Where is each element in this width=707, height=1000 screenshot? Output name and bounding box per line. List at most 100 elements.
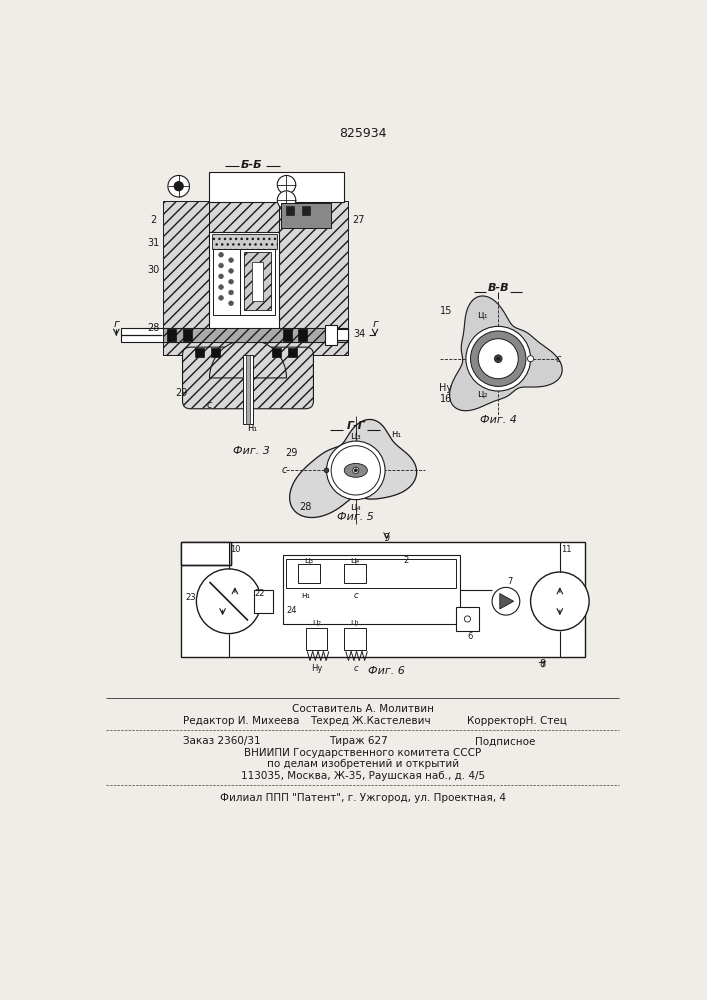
Text: ВНИИПИ Государственного комитета СССР: ВНИИПИ Государственного комитета СССР (244, 748, 481, 758)
Circle shape (492, 587, 520, 615)
Text: 9: 9 (383, 533, 390, 543)
Circle shape (327, 441, 385, 500)
Circle shape (218, 296, 223, 300)
Wedge shape (209, 339, 286, 378)
Text: Б-Б: Б-Б (241, 160, 263, 170)
Text: Тираж 627: Тираж 627 (329, 736, 387, 746)
Text: с: с (281, 465, 287, 475)
Text: 28: 28 (147, 323, 160, 333)
Bar (344, 564, 366, 583)
Bar (302, 206, 310, 215)
Ellipse shape (344, 463, 368, 477)
Text: по делам изобретений и открытий: по делам изобретений и открытий (267, 759, 459, 769)
Circle shape (471, 331, 526, 386)
Circle shape (353, 467, 359, 473)
Bar (167, 329, 176, 341)
Circle shape (197, 569, 261, 634)
Text: Фиг. 6: Фиг. 6 (368, 666, 405, 676)
Text: ц₃: ц₃ (304, 556, 313, 565)
Text: с: с (354, 664, 358, 673)
Circle shape (277, 191, 296, 209)
Text: Фиг. 3: Фиг. 3 (233, 446, 270, 456)
Bar (181, 542, 585, 657)
Bar (344, 628, 366, 650)
Circle shape (494, 355, 502, 363)
Bar (243, 355, 252, 424)
Text: Техред Ж.Кастелевич: Техред Ж.Кастелевич (310, 716, 431, 726)
Bar (163, 328, 348, 342)
Text: В-В: В-В (487, 283, 509, 293)
Text: 23: 23 (185, 593, 196, 602)
FancyBboxPatch shape (182, 347, 313, 409)
Circle shape (354, 469, 357, 472)
Text: Ну: Ну (439, 383, 452, 393)
Text: с: с (207, 400, 212, 410)
Bar (212, 234, 277, 249)
Circle shape (168, 175, 189, 197)
Text: 113035, Москва, Ж-35, Раушская наб., д. 4/5: 113035, Москва, Ж-35, Раушская наб., д. … (240, 771, 485, 781)
Circle shape (277, 175, 296, 194)
Text: ц₁: ц₁ (351, 618, 360, 627)
Text: 29: 29 (175, 388, 187, 398)
Circle shape (218, 252, 223, 257)
Text: 34: 34 (354, 329, 366, 339)
Text: г: г (113, 319, 119, 329)
Bar (195, 348, 204, 357)
Text: Редактор И. Михеева: Редактор И. Михеева (182, 716, 299, 726)
Text: 15: 15 (440, 306, 452, 316)
Text: 29: 29 (286, 448, 298, 458)
Text: н₁: н₁ (247, 423, 257, 433)
Bar (209, 201, 279, 232)
Bar (283, 329, 292, 341)
Bar (209, 172, 344, 202)
Bar (288, 348, 297, 357)
Bar (325, 325, 337, 345)
Text: ц₂: ц₂ (312, 618, 321, 627)
Circle shape (331, 446, 380, 495)
Text: 24: 24 (286, 606, 297, 615)
Polygon shape (290, 419, 416, 518)
Text: ц₄: ц₄ (351, 556, 360, 565)
Text: 31: 31 (147, 238, 159, 248)
Text: Г-Г: Г-Г (346, 421, 366, 431)
Bar (182, 329, 192, 341)
Text: г: г (372, 319, 378, 329)
Polygon shape (450, 296, 562, 411)
Circle shape (478, 339, 518, 379)
Bar (240, 249, 275, 315)
Text: 30: 30 (147, 265, 159, 275)
Circle shape (466, 326, 530, 391)
Text: 22: 22 (255, 589, 265, 598)
Bar (456, 607, 479, 631)
Text: 7: 7 (507, 578, 513, 586)
Text: н₁: н₁ (301, 591, 310, 600)
Text: 8: 8 (540, 659, 546, 669)
Text: Заказ 2360/31: Заказ 2360/31 (182, 736, 260, 746)
Text: Филиал ППП "Патент", г. Ужгород, ул. Проектная, 4: Филиал ППП "Патент", г. Ужгород, ул. Про… (220, 793, 506, 803)
Text: 2: 2 (403, 556, 409, 565)
Bar (211, 348, 221, 357)
Text: 28: 28 (300, 502, 312, 512)
Text: КорректорН. Стец: КорректорН. Стец (467, 716, 567, 726)
Text: 27: 27 (352, 215, 364, 225)
Circle shape (464, 616, 471, 622)
Bar (286, 559, 456, 588)
Bar (298, 329, 308, 341)
Text: Фиг. 4: Фиг. 4 (480, 415, 517, 425)
Bar (214, 249, 240, 315)
Text: ц₂: ц₂ (477, 388, 488, 398)
Bar (252, 262, 264, 301)
Polygon shape (500, 594, 514, 609)
Bar (283, 555, 460, 624)
Text: 2: 2 (150, 215, 156, 225)
Text: Составитель А. Молитвин: Составитель А. Молитвин (292, 704, 433, 714)
Text: 11: 11 (561, 545, 571, 554)
Circle shape (325, 468, 329, 473)
Text: ц₄: ц₄ (351, 502, 361, 512)
Circle shape (229, 269, 233, 273)
Bar (254, 590, 274, 613)
Bar (163, 201, 209, 355)
Bar (279, 201, 348, 355)
Bar (272, 348, 281, 357)
Bar (181, 542, 231, 565)
